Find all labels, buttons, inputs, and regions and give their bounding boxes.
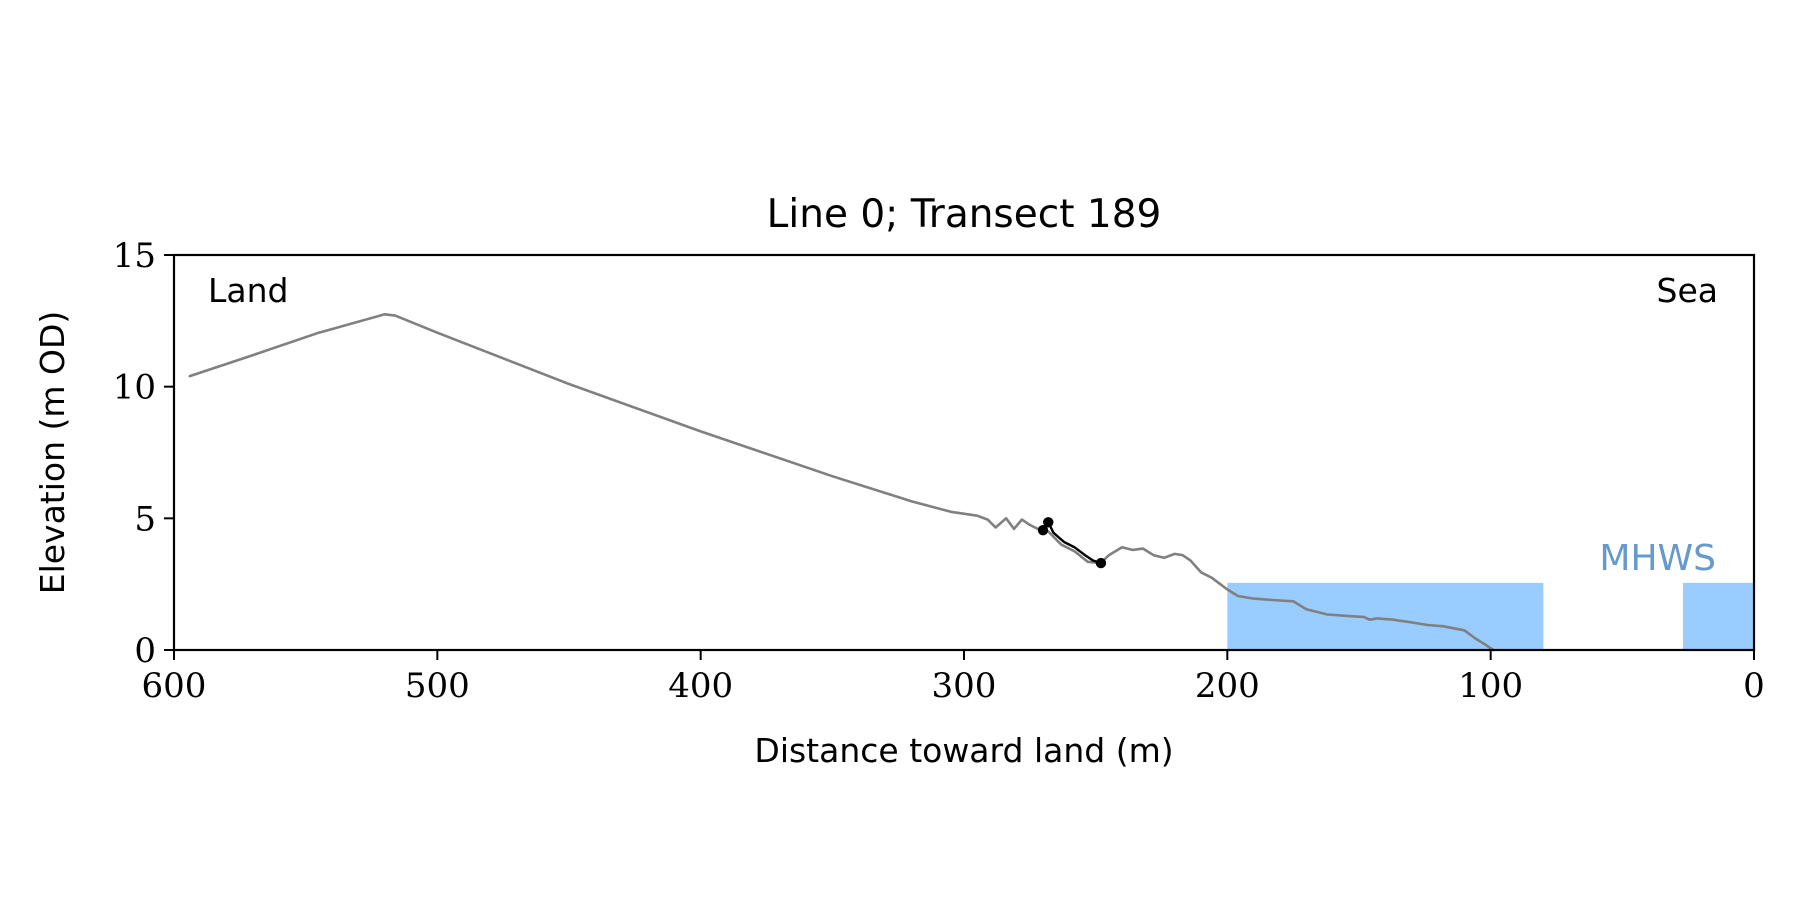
- profile-markers: [1037, 517, 1107, 569]
- x-tick-label: 0: [1743, 666, 1765, 706]
- x-axis-label: Distance toward land (m): [754, 731, 1173, 770]
- mhws-label: MHWS: [1599, 538, 1716, 579]
- profile-marker-2: [1095, 557, 1107, 569]
- chart-title: Line 0; Transect 189: [767, 192, 1162, 237]
- x-tick-label: 400: [668, 666, 733, 706]
- x-tick-label: 600: [142, 666, 207, 706]
- x-tick-label: 500: [405, 666, 470, 706]
- x-tick-label: 100: [1458, 666, 1523, 706]
- y-tick-label: 15: [113, 236, 156, 276]
- x-tick-label: 300: [932, 666, 997, 706]
- sea-label: Sea: [1657, 271, 1718, 310]
- profile-marker-1: [1043, 517, 1054, 528]
- mhws-regions: [1227, 582, 1754, 650]
- series-line-1: [1041, 521, 1103, 565]
- x-tick-label: 200: [1195, 666, 1260, 706]
- profile-marker-0: [1037, 524, 1049, 536]
- series-line-0: [188, 312, 1495, 652]
- y-tick-label: 0: [134, 631, 156, 671]
- land-label: Land: [208, 271, 288, 310]
- mhws-region-1: [1682, 582, 1754, 650]
- mhws-region-0: [1227, 582, 1544, 650]
- axis-ticks: 600 500 400 300 200 100 0 0 5 10 15: [113, 236, 1765, 706]
- y-tick-label: 10: [113, 368, 156, 408]
- y-tick-label: 5: [134, 499, 156, 539]
- y-axis-label: Elevation (m OD): [33, 311, 72, 595]
